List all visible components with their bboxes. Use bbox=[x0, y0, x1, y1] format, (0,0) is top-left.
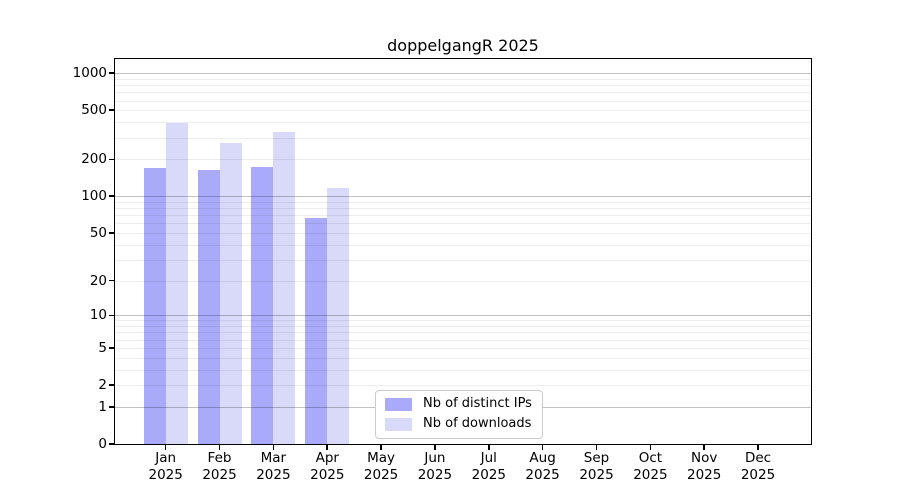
x-tick-mark bbox=[164, 445, 167, 450]
minor-gridline bbox=[115, 385, 811, 386]
bar-distinct-ips-feb bbox=[197, 170, 220, 444]
minor-gridline bbox=[115, 100, 811, 102]
x-tick-mark bbox=[703, 445, 705, 450]
y-tick-label: 1 bbox=[98, 398, 107, 415]
x-tick-mark bbox=[272, 445, 275, 450]
y-tick-mark bbox=[109, 158, 115, 161]
y-tick-mark bbox=[109, 195, 115, 197]
y-tick-label: 100 bbox=[81, 188, 107, 205]
bar-downloads-feb bbox=[219, 143, 242, 444]
x-tick-label-jun: Jun 2025 bbox=[417, 450, 453, 483]
minor-gridline bbox=[115, 244, 811, 246]
legend-label-downloads: Nb of downloads bbox=[423, 416, 532, 431]
y-tick-label: 10 bbox=[89, 307, 107, 324]
y-tick-label: 5 bbox=[98, 339, 107, 356]
x-tick-mark bbox=[380, 445, 382, 450]
y-tick-mark bbox=[109, 384, 115, 386]
minor-gridline bbox=[115, 208, 811, 210]
y-tick-label: 0 bbox=[98, 436, 107, 452]
minor-gridline bbox=[115, 347, 811, 349]
y-tick-mark bbox=[109, 314, 115, 317]
y-tick-label: 50 bbox=[89, 224, 107, 241]
minor-gridline bbox=[115, 85, 811, 86]
y-tick-label: 2 bbox=[98, 377, 107, 393]
grid-layer bbox=[115, 59, 811, 444]
legend-row-distinct-ips: Nb of distinct IPs bbox=[385, 396, 532, 412]
x-tick-label-aug: Aug 2025 bbox=[525, 450, 560, 483]
bar-downloads-mar bbox=[273, 132, 296, 444]
x-tick-label-jan: Jan 2025 bbox=[148, 450, 183, 483]
minor-gridline bbox=[115, 110, 811, 112]
y-tick-label: 200 bbox=[81, 151, 107, 168]
x-tick-label-mar: Mar 2025 bbox=[256, 450, 291, 483]
minor-gridline bbox=[115, 78, 811, 80]
legend-swatch-downloads bbox=[385, 417, 412, 431]
chart-title: doppelgangR 2025 bbox=[387, 36, 539, 55]
major-gridline bbox=[115, 73, 811, 75]
x-tick-mark bbox=[326, 445, 328, 450]
y-tick-mark bbox=[109, 347, 115, 349]
minor-gridline bbox=[115, 201, 811, 203]
x-tick-label-oct: Oct 2025 bbox=[633, 450, 668, 483]
bar-downloads-jan bbox=[165, 122, 188, 444]
minor-gridline bbox=[115, 122, 811, 124]
x-tick-label-apr: Apr 2025 bbox=[310, 450, 345, 483]
bar-distinct-ips-jan bbox=[143, 167, 166, 444]
plot-area bbox=[115, 59, 811, 444]
bar-distinct-ips-mar bbox=[251, 167, 274, 444]
x-tick-label-sep: Sep 2025 bbox=[579, 450, 614, 483]
minor-gridline bbox=[115, 369, 811, 371]
legend-label-distinct-ips: Nb of distinct IPs bbox=[423, 396, 532, 411]
x-tick-mark bbox=[595, 445, 598, 450]
minor-gridline bbox=[115, 92, 811, 94]
y-tick-mark bbox=[109, 72, 115, 74]
y-tick-mark bbox=[109, 109, 115, 111]
x-tick-mark bbox=[649, 445, 652, 450]
y-tick-label: 20 bbox=[89, 272, 107, 289]
x-tick-mark bbox=[541, 445, 544, 450]
x-tick-label-dec: Dec 2025 bbox=[740, 450, 776, 483]
x-tick-label-nov: Nov 2025 bbox=[687, 450, 722, 483]
minor-gridline bbox=[115, 159, 811, 161]
y-tick-mark bbox=[109, 406, 115, 408]
bars-layer bbox=[115, 59, 811, 444]
legend-row-downloads: Nb of downloads bbox=[385, 416, 532, 432]
x-tick-label-may: May 2025 bbox=[363, 450, 399, 483]
y-tick-label: 1000 bbox=[72, 65, 107, 82]
minor-gridline bbox=[115, 320, 811, 322]
y-tick-mark bbox=[109, 232, 115, 234]
y-tick-label: 500 bbox=[81, 102, 107, 119]
minor-gridline bbox=[115, 357, 811, 359]
x-tick-mark bbox=[218, 445, 221, 450]
minor-gridline bbox=[115, 137, 811, 139]
major-gridline bbox=[115, 315, 811, 317]
bar-distinct-ips-apr bbox=[305, 217, 328, 444]
major-gridline bbox=[115, 196, 811, 198]
minor-gridline bbox=[115, 259, 811, 261]
y-tick-mark bbox=[109, 279, 115, 282]
x-tick-mark bbox=[434, 445, 436, 450]
legend: Nb of distinct IPs Nb of downloads bbox=[375, 390, 543, 439]
minor-gridline bbox=[115, 332, 811, 334]
minor-gridline bbox=[115, 232, 811, 234]
x-tick-label-feb: Feb 2025 bbox=[202, 450, 237, 483]
x-tick-mark bbox=[757, 445, 759, 450]
legend-swatch-distinct-ips bbox=[385, 397, 412, 411]
x-tick-label-jul: Jul 2025 bbox=[471, 450, 506, 483]
minor-gridline bbox=[115, 339, 811, 341]
y-tick-mark bbox=[109, 443, 115, 445]
minor-gridline bbox=[115, 280, 811, 282]
x-tick-mark bbox=[488, 445, 490, 450]
minor-gridline bbox=[115, 223, 811, 225]
minor-gridline bbox=[115, 215, 811, 217]
bar-downloads-apr bbox=[327, 188, 350, 444]
minor-gridline bbox=[115, 326, 811, 327]
